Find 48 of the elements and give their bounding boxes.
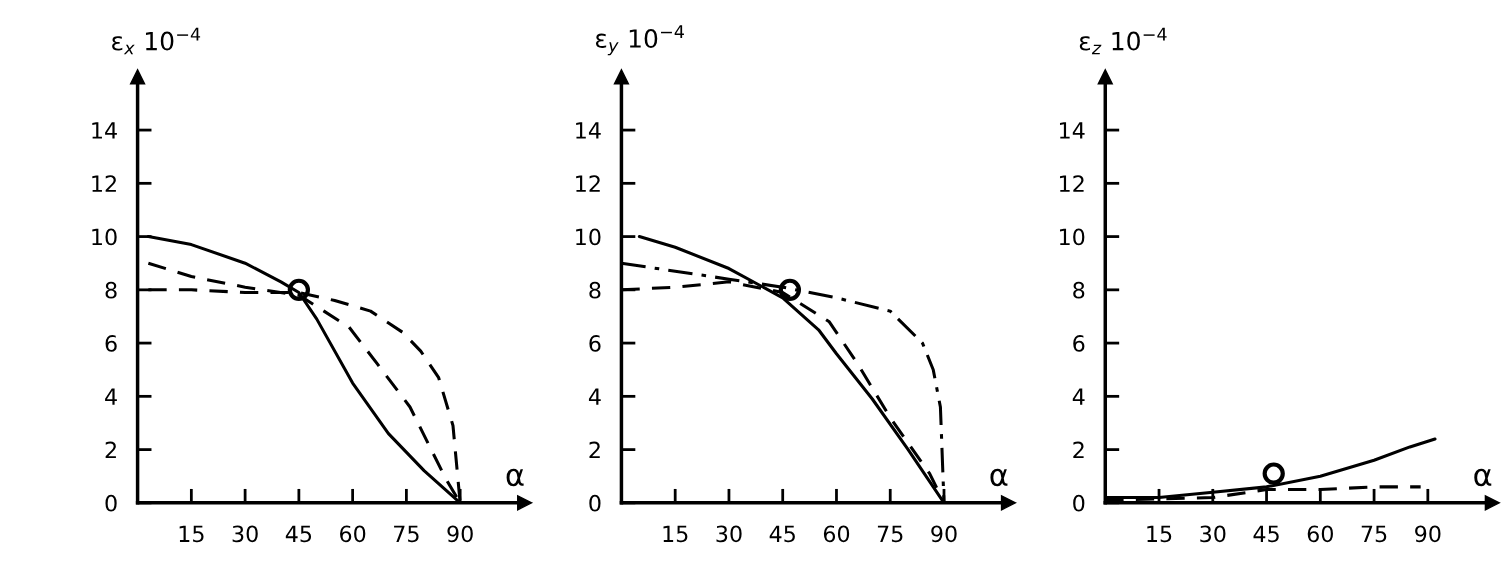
x-tick-label: 90 bbox=[447, 525, 473, 543]
x-tick-label: 60 bbox=[340, 525, 366, 543]
y-tick-label: 10 bbox=[576, 228, 601, 246]
x-tick-label: 30 bbox=[232, 525, 258, 543]
y-axis-title: ε$_{x}$ 10$^{−4}$ bbox=[112, 27, 201, 55]
y-tick-label: 2 bbox=[589, 441, 600, 459]
y-tick-label: 0 bbox=[1073, 494, 1085, 512]
y-tick-label: 8 bbox=[589, 281, 601, 299]
y-tick-label: 4 bbox=[1072, 388, 1085, 405]
x-tick-label: 45 bbox=[769, 525, 795, 543]
x-tick-label: 30 bbox=[1200, 525, 1226, 543]
x-tick-label: 45 bbox=[1253, 525, 1279, 543]
x-tick-label: 75 bbox=[1361, 525, 1387, 543]
x-tick-label: 60 bbox=[1307, 525, 1333, 543]
y-tick-label: 4 bbox=[105, 388, 117, 405]
y-tick-label: 0 bbox=[105, 494, 117, 512]
y-tick-label: 6 bbox=[589, 335, 601, 352]
y-tick-label: 4 bbox=[588, 388, 601, 405]
x-tick-label: 15 bbox=[179, 525, 204, 543]
x-tick-label: 90 bbox=[931, 525, 957, 543]
y-tick-label: 0 bbox=[589, 494, 601, 512]
y-tick-label: 10 bbox=[92, 228, 117, 246]
y-tick-label: 12 bbox=[576, 175, 600, 192]
y-axis-title: ε$_{y}$ 10$^{−4}$ bbox=[595, 25, 684, 56]
x-tick-label: 15 bbox=[663, 525, 688, 543]
x-tick-label: 75 bbox=[877, 525, 903, 543]
y-tick-label: 2 bbox=[105, 441, 116, 459]
x-tick-label: 30 bbox=[716, 525, 742, 543]
y-tick-label: 14 bbox=[92, 122, 117, 139]
y-tick-label: 14 bbox=[576, 122, 601, 139]
y-tick-label: 8 bbox=[1073, 281, 1085, 299]
y-tick-label: 6 bbox=[1073, 335, 1085, 352]
x-tick-label: 45 bbox=[285, 525, 312, 543]
x-axis-title: α bbox=[1474, 468, 1492, 487]
x-axis-title: α bbox=[990, 468, 1008, 487]
y-tick-label: 14 bbox=[1059, 122, 1085, 139]
x-tick-label: 75 bbox=[394, 525, 419, 543]
x-tick-label: 90 bbox=[1415, 525, 1441, 543]
y-tick-label: 10 bbox=[1059, 228, 1085, 246]
y-tick-label: 2 bbox=[1073, 441, 1084, 459]
y-tick-label: 12 bbox=[1059, 175, 1084, 192]
y-tick-label: 12 bbox=[92, 175, 116, 192]
x-tick-label: 60 bbox=[823, 525, 850, 543]
x-axis-title: α bbox=[506, 468, 524, 487]
y-tick-label: 8 bbox=[105, 281, 117, 299]
y-axis-title: ε$_{z}$ 10$^{−4}$ bbox=[1079, 27, 1167, 55]
y-tick-label: 6 bbox=[105, 335, 117, 352]
x-tick-label: 15 bbox=[1147, 525, 1172, 543]
